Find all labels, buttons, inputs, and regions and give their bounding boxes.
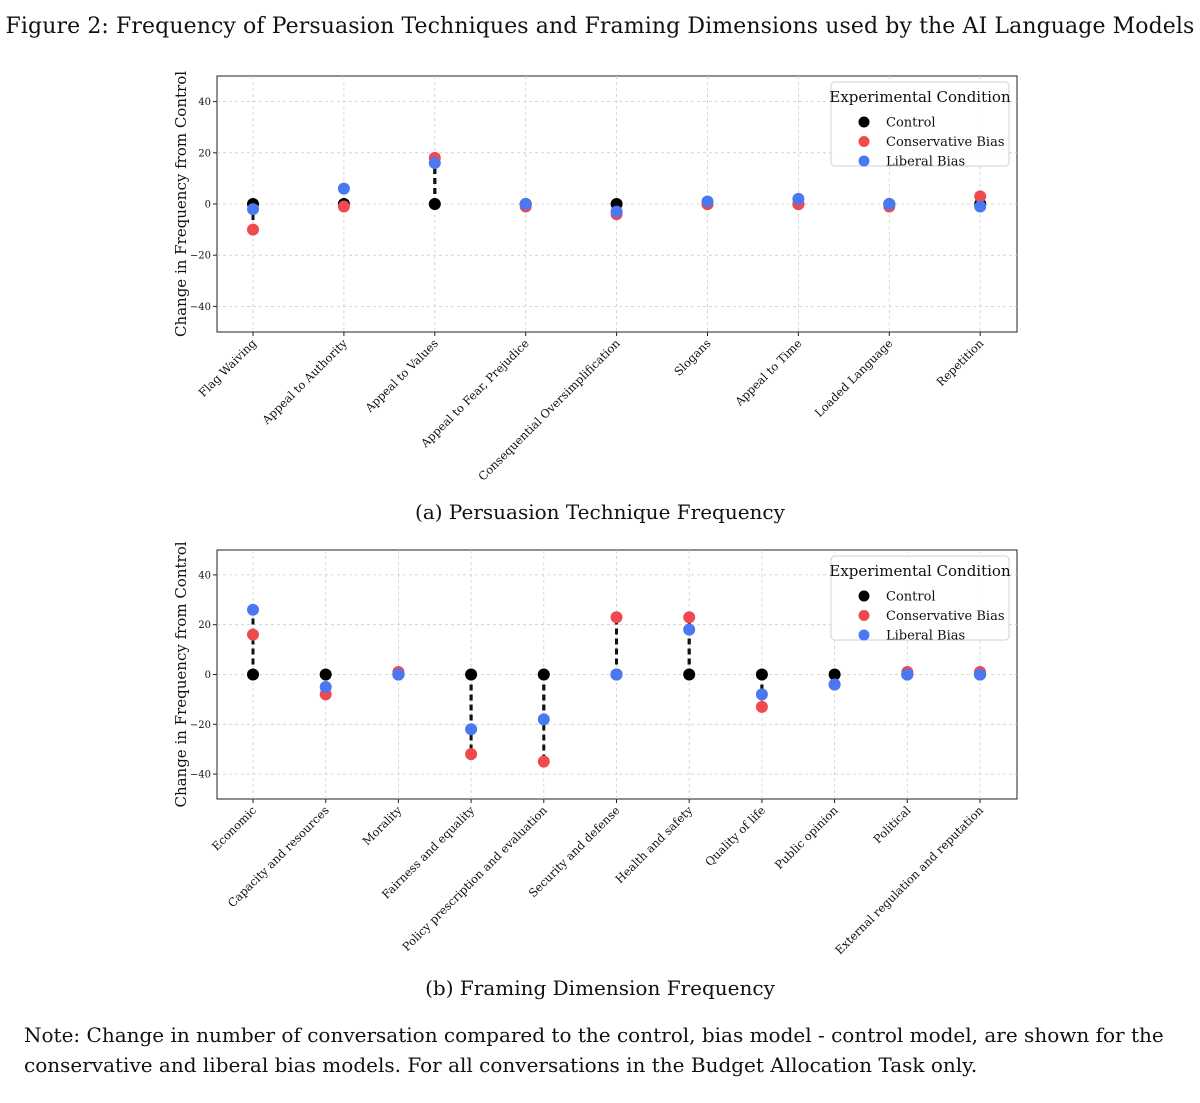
chart-a-point-control-appeal-to-values: [428, 198, 441, 210]
chart-b-point-liberal-morality: [392, 668, 405, 681]
chart-a-category-label-flag-waiving: Flag Waiving: [196, 336, 260, 400]
chart-b-point-conservative-policy-prescription-and-evaluation: [537, 755, 550, 768]
chart-b-category-label-health-and-safety: Health and safety: [612, 803, 695, 886]
chart-b-legend-label-conservative: Conservative Bias: [886, 609, 1005, 624]
chart-a-legend-title: Experimental Condition: [829, 88, 1011, 106]
figure-title: Figure 2: Frequency of Persuasion Techni…: [5, 14, 1195, 39]
chart-b-point-conservative-security-and-defense: [610, 611, 623, 624]
chart-b-point-control-health-and-safety: [683, 668, 696, 681]
chart-b-category-label-policy-prescription-and-evaluation: Policy prescription and evaluation: [399, 803, 550, 954]
chart-a-category-label-loaded-language: Loaded Language: [812, 336, 896, 420]
chart-a-point-liberal-loaded-language: [883, 198, 896, 210]
chart-b-point-conservative-quality-of-life: [755, 700, 768, 713]
chart-a-point-liberal-appeal-to-authority: [337, 182, 350, 195]
chart-a-legend-label-conservative: Conservative Bias: [886, 135, 1005, 150]
chart-b-y-axis-label: Change in Frequency from Control: [172, 541, 190, 807]
chart-b-point-conservative-health-and-safety: [683, 611, 696, 624]
persuasion-chart-caption: (a) Persuasion Technique Frequency: [415, 500, 785, 524]
chart-b-ytick-label: −40: [190, 770, 211, 781]
chart-b-legend-marker-conservative: [858, 610, 870, 621]
chart-a-ytick-label: −20: [190, 251, 211, 262]
chart-a-point-liberal-appeal-to-time: [792, 192, 805, 205]
chart-a-category-label-appeal-to-time: Appeal to Time: [731, 336, 804, 409]
chart-b-ytick-label: 0: [205, 670, 211, 681]
chart-a-ytick-label: −40: [190, 302, 211, 313]
chart-b-legend-marker-liberal: [858, 629, 870, 641]
chart-b-category-label-external-regulation-and-reputation: External regulation and reputation: [832, 803, 986, 957]
chart-a-point-liberal-repetition: [974, 200, 987, 213]
chart-a-legend-marker-conservative: [858, 136, 870, 147]
chart-a-category-label-repetition: Repetition: [934, 336, 987, 389]
chart-a-point-conservative-flag-waiving: [247, 223, 259, 236]
chart-b-point-liberal-health-and-safety: [683, 623, 696, 636]
chart-a-category-label-appeal-to-authority: Appeal to Authority: [259, 336, 351, 428]
chart-a-legend-label-liberal: Liberal Bias: [886, 155, 965, 170]
chart-a-category-label-appeal-to-values: Appeal to Values: [362, 336, 441, 415]
chart-b-point-liberal-economic: [247, 603, 259, 616]
chart-a-point-liberal-consequential-oversimplification: [610, 205, 623, 218]
chart-b-point-control-fairness-and-equality: [465, 668, 478, 681]
chart-b-point-liberal-political: [901, 668, 914, 681]
chart-b-point-liberal-fairness-and-equality: [465, 723, 478, 736]
chart-b-point-control-quality-of-life: [755, 668, 768, 681]
chart-b-category-label-political: Political: [870, 803, 913, 846]
persuasion-technique-chart: 40 20 0 −20 −40 Flag Waiving Appeal to Authori…: [172, 71, 1018, 484]
chart-b-category-label-quality-of-life: Quality of life: [702, 803, 768, 869]
chart-b-point-liberal-capacity-and-resources: [319, 680, 332, 693]
chart-b-legend-marker-control: [858, 590, 870, 602]
chart-a-ytick-label: 20: [198, 148, 211, 159]
chart-b-category-label-public-opinion: Public opinion: [772, 803, 841, 872]
chart-b-point-liberal-public-opinion: [828, 678, 841, 691]
chart-a-point-liberal-flag-waiving: [247, 203, 259, 216]
chart-a-ytick-label: 40: [198, 97, 211, 108]
chart-a-point-conservative-repetition: [974, 190, 987, 203]
chart-b-point-liberal-quality-of-life: [755, 688, 768, 701]
figure-note: Note: Change in number of conversation c…: [24, 1023, 1164, 1077]
chart-b-legend-label-liberal: Liberal Bias: [886, 629, 965, 644]
chart-b-point-liberal-external-regulation-and-reputation: [974, 668, 986, 681]
chart-a-point-liberal-appeal-to-values: [428, 157, 441, 170]
chart-b-point-control-capacity-and-resources: [319, 668, 332, 681]
chart-a-legend-marker-control: [858, 116, 870, 128]
chart-a-y-axis-label: Change in Frequency from Control: [172, 71, 190, 337]
chart-b-point-conservative-economic: [247, 628, 259, 641]
chart-b-legend-label-control: Control: [886, 590, 936, 605]
chart-b-ytick-label: 40: [198, 570, 211, 581]
chart-a-point-liberal-slogans: [701, 195, 714, 208]
chart-b-ytick-label: 20: [198, 620, 211, 631]
chart-b-legend-title: Experimental Condition: [829, 562, 1011, 580]
chart-b-ytick-label: −20: [190, 720, 211, 731]
chart-a-legend-box: [830, 81, 1010, 167]
chart-a-point-liberal-appeal-to-fear-prejudice: [519, 198, 532, 210]
chart-b-point-liberal-security-and-defense: [610, 668, 623, 681]
chart-b-category-label-morality: Morality: [360, 803, 405, 848]
chart-b-point-liberal-policy-prescription-and-evaluation: [537, 713, 550, 726]
chart-b-point-conservative-fairness-and-equality: [465, 748, 478, 761]
chart-b-category-label-economic: Economic: [209, 803, 259, 853]
chart-a-legend-marker-liberal: [858, 155, 870, 167]
chart-a-ytick-label: 0: [205, 200, 211, 211]
chart-b-point-control-economic: [247, 668, 259, 681]
framing-chart-caption: (b) Framing Dimension Frequency: [425, 976, 775, 1000]
chart-a-category-label-consequential-oversimplification: Consequential Oversimplification: [475, 336, 623, 484]
chart-a-category-label-slogans: Slogans: [671, 336, 714, 378]
chart-b-point-control-public-opinion: [828, 668, 841, 681]
chart-b-legend-box: [830, 555, 1010, 641]
chart-b-point-control-policy-prescription-and-evaluation: [537, 668, 550, 681]
chart-a-point-conservative-appeal-to-authority: [337, 200, 350, 213]
chart-a-legend-label-control: Control: [886, 116, 936, 131]
